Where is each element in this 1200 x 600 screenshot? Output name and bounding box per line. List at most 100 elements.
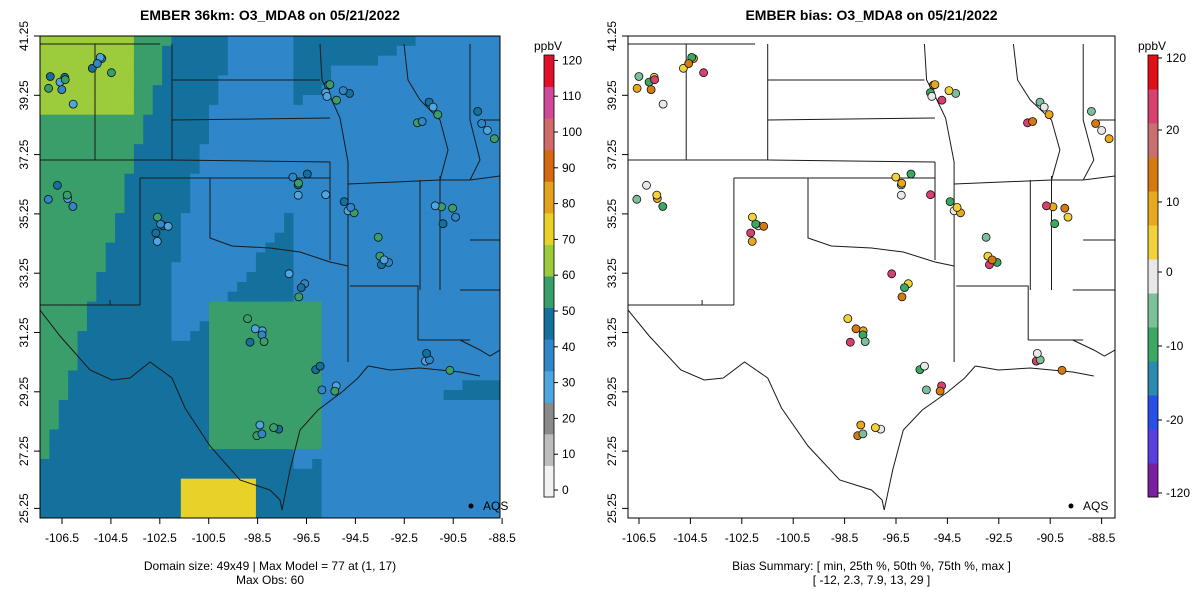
y-tick-label: 27.25 <box>17 436 31 466</box>
colorbar-tick: 80 <box>562 197 576 211</box>
bias-site <box>658 99 668 109</box>
bias-site <box>945 197 955 207</box>
x-tick-label: -104.5 <box>94 531 128 545</box>
x-tick-label: -90.5 <box>1037 531 1065 545</box>
y-tick-label: 41.25 <box>17 21 31 51</box>
bias-site <box>632 194 642 204</box>
x-axis: -106.5 -104.5 -102.5 -100.5 -98.5 -96.5 -94.5 -… <box>622 518 1116 545</box>
obs-site <box>339 197 349 207</box>
colorbar-tick: 110 <box>562 89 581 103</box>
bias-site <box>1104 134 1114 144</box>
obs-site <box>294 178 303 188</box>
obs-site <box>302 169 312 179</box>
colorbar: -120 -20 -10 0 10 20 120 <box>1147 51 1190 500</box>
obs-site <box>317 385 327 395</box>
y-tick-label: 39.25 <box>17 80 31 110</box>
right-footer: Bias Summary: [ min, 25th %, 50th %, 75t… <box>628 559 1115 587</box>
bias-site <box>699 68 708 78</box>
colorbar-unit: ppbV <box>534 39 562 53</box>
aqs-legend-marker <box>1068 503 1074 509</box>
bias-site <box>632 83 642 93</box>
obs-site <box>321 190 331 200</box>
bias-summary-header: Bias Summary: [ min, 25th %, 50th %, 75t… <box>732 559 1011 573</box>
obs-site <box>163 221 173 231</box>
bias-site <box>987 255 997 265</box>
left-footer: Domain size: 49x49 | Max Model = 77 at (… <box>40 559 500 587</box>
bias-site <box>921 385 931 395</box>
bias-site <box>887 269 897 279</box>
bias-site <box>747 236 757 246</box>
obs-site <box>296 283 306 293</box>
bias-site <box>944 86 954 95</box>
obs-site <box>243 314 253 324</box>
x-tick-label: -106.5 <box>45 531 79 545</box>
y-tick-label: 35.25 <box>17 199 31 229</box>
obs-site <box>422 348 432 358</box>
y-tick-label: 37.25 <box>17 139 31 169</box>
bias-site <box>856 420 866 430</box>
y-tick-label: 29.25 <box>17 376 31 406</box>
bias-site <box>952 202 962 212</box>
obs-site <box>255 420 265 430</box>
y-tick-label: 31.25 <box>17 317 31 347</box>
x-axis: -106.5 -104.5 -102.5 -100.5 -98.5 -96.5 -94.5 -… <box>45 518 516 545</box>
x-tick-label: -92.5 <box>391 531 419 545</box>
x-tick-label: -98.5 <box>244 531 272 545</box>
bias-summary-values: [ -12, 2.3, 7.9, 13, 29 ] <box>812 573 931 587</box>
bias-site <box>870 423 880 433</box>
y-tick-label: 35.25 <box>605 199 619 229</box>
x-tick-label: -88.5 <box>488 531 516 545</box>
state-borders <box>40 43 500 511</box>
colorbar-tick: -10 <box>1166 339 1184 353</box>
bias-site <box>891 172 901 182</box>
domain-summary: Domain size: 49x49 | Max Model = 77 at (… <box>143 559 397 573</box>
colorbar-tick: 0 <box>1166 265 1173 279</box>
ozone-field-grid <box>40 36 500 518</box>
x-tick-label: -100.5 <box>192 531 226 545</box>
obs-site <box>43 194 53 204</box>
bias-site <box>684 59 694 68</box>
obs-site <box>62 190 72 200</box>
x-tick-label: -104.5 <box>673 531 707 545</box>
y-axis: 41.25 39.25 37.25 35.25 33.25 31.25 29.25 27.25… <box>605 21 628 523</box>
bias-site <box>845 337 855 347</box>
obs-site <box>315 361 325 371</box>
bias-site <box>860 337 870 347</box>
obs-site <box>68 202 78 211</box>
state-borders <box>628 43 1115 511</box>
x-tick-label: -96.5 <box>293 531 321 545</box>
colorbar-tick: 70 <box>562 232 576 246</box>
y-tick-label: 29.25 <box>605 376 619 406</box>
bias-site <box>897 178 907 188</box>
bias-site <box>1050 219 1060 229</box>
colorbar-tick: 50 <box>562 304 576 318</box>
x-tick-label: -94.5 <box>342 531 370 545</box>
obs-site <box>152 236 162 246</box>
colorbar-tick: 120 <box>562 53 582 67</box>
y-tick-label: 33.25 <box>17 258 31 288</box>
obs-site <box>60 75 70 85</box>
obs-site <box>330 386 340 396</box>
bias-site <box>1028 117 1038 126</box>
obs-site <box>445 365 455 375</box>
obs-site <box>45 72 55 81</box>
bias-site <box>843 314 853 324</box>
x-tick-label: -88.5 <box>1088 531 1116 545</box>
bias-site <box>851 324 861 334</box>
bias-site <box>1060 203 1070 213</box>
x-tick-label: -96.5 <box>882 531 910 545</box>
colorbar-tick: 60 <box>562 268 576 282</box>
bias-site <box>1097 125 1107 135</box>
obs-site <box>44 83 53 93</box>
obs-site <box>482 125 492 135</box>
bias-site <box>1032 348 1042 358</box>
aqs-legend-label: AQS <box>483 499 508 513</box>
bias-site <box>900 283 909 293</box>
bias-site <box>642 180 651 190</box>
max-obs: Max Obs: 60 <box>235 573 305 587</box>
colorbar-tick: 20 <box>562 411 576 425</box>
obs-site <box>477 119 487 128</box>
obs-site <box>338 86 348 95</box>
colorbar: 0 10 20 30 40 50 60 70 80 90 100 110 120 <box>543 53 582 498</box>
obs-site <box>332 95 341 105</box>
